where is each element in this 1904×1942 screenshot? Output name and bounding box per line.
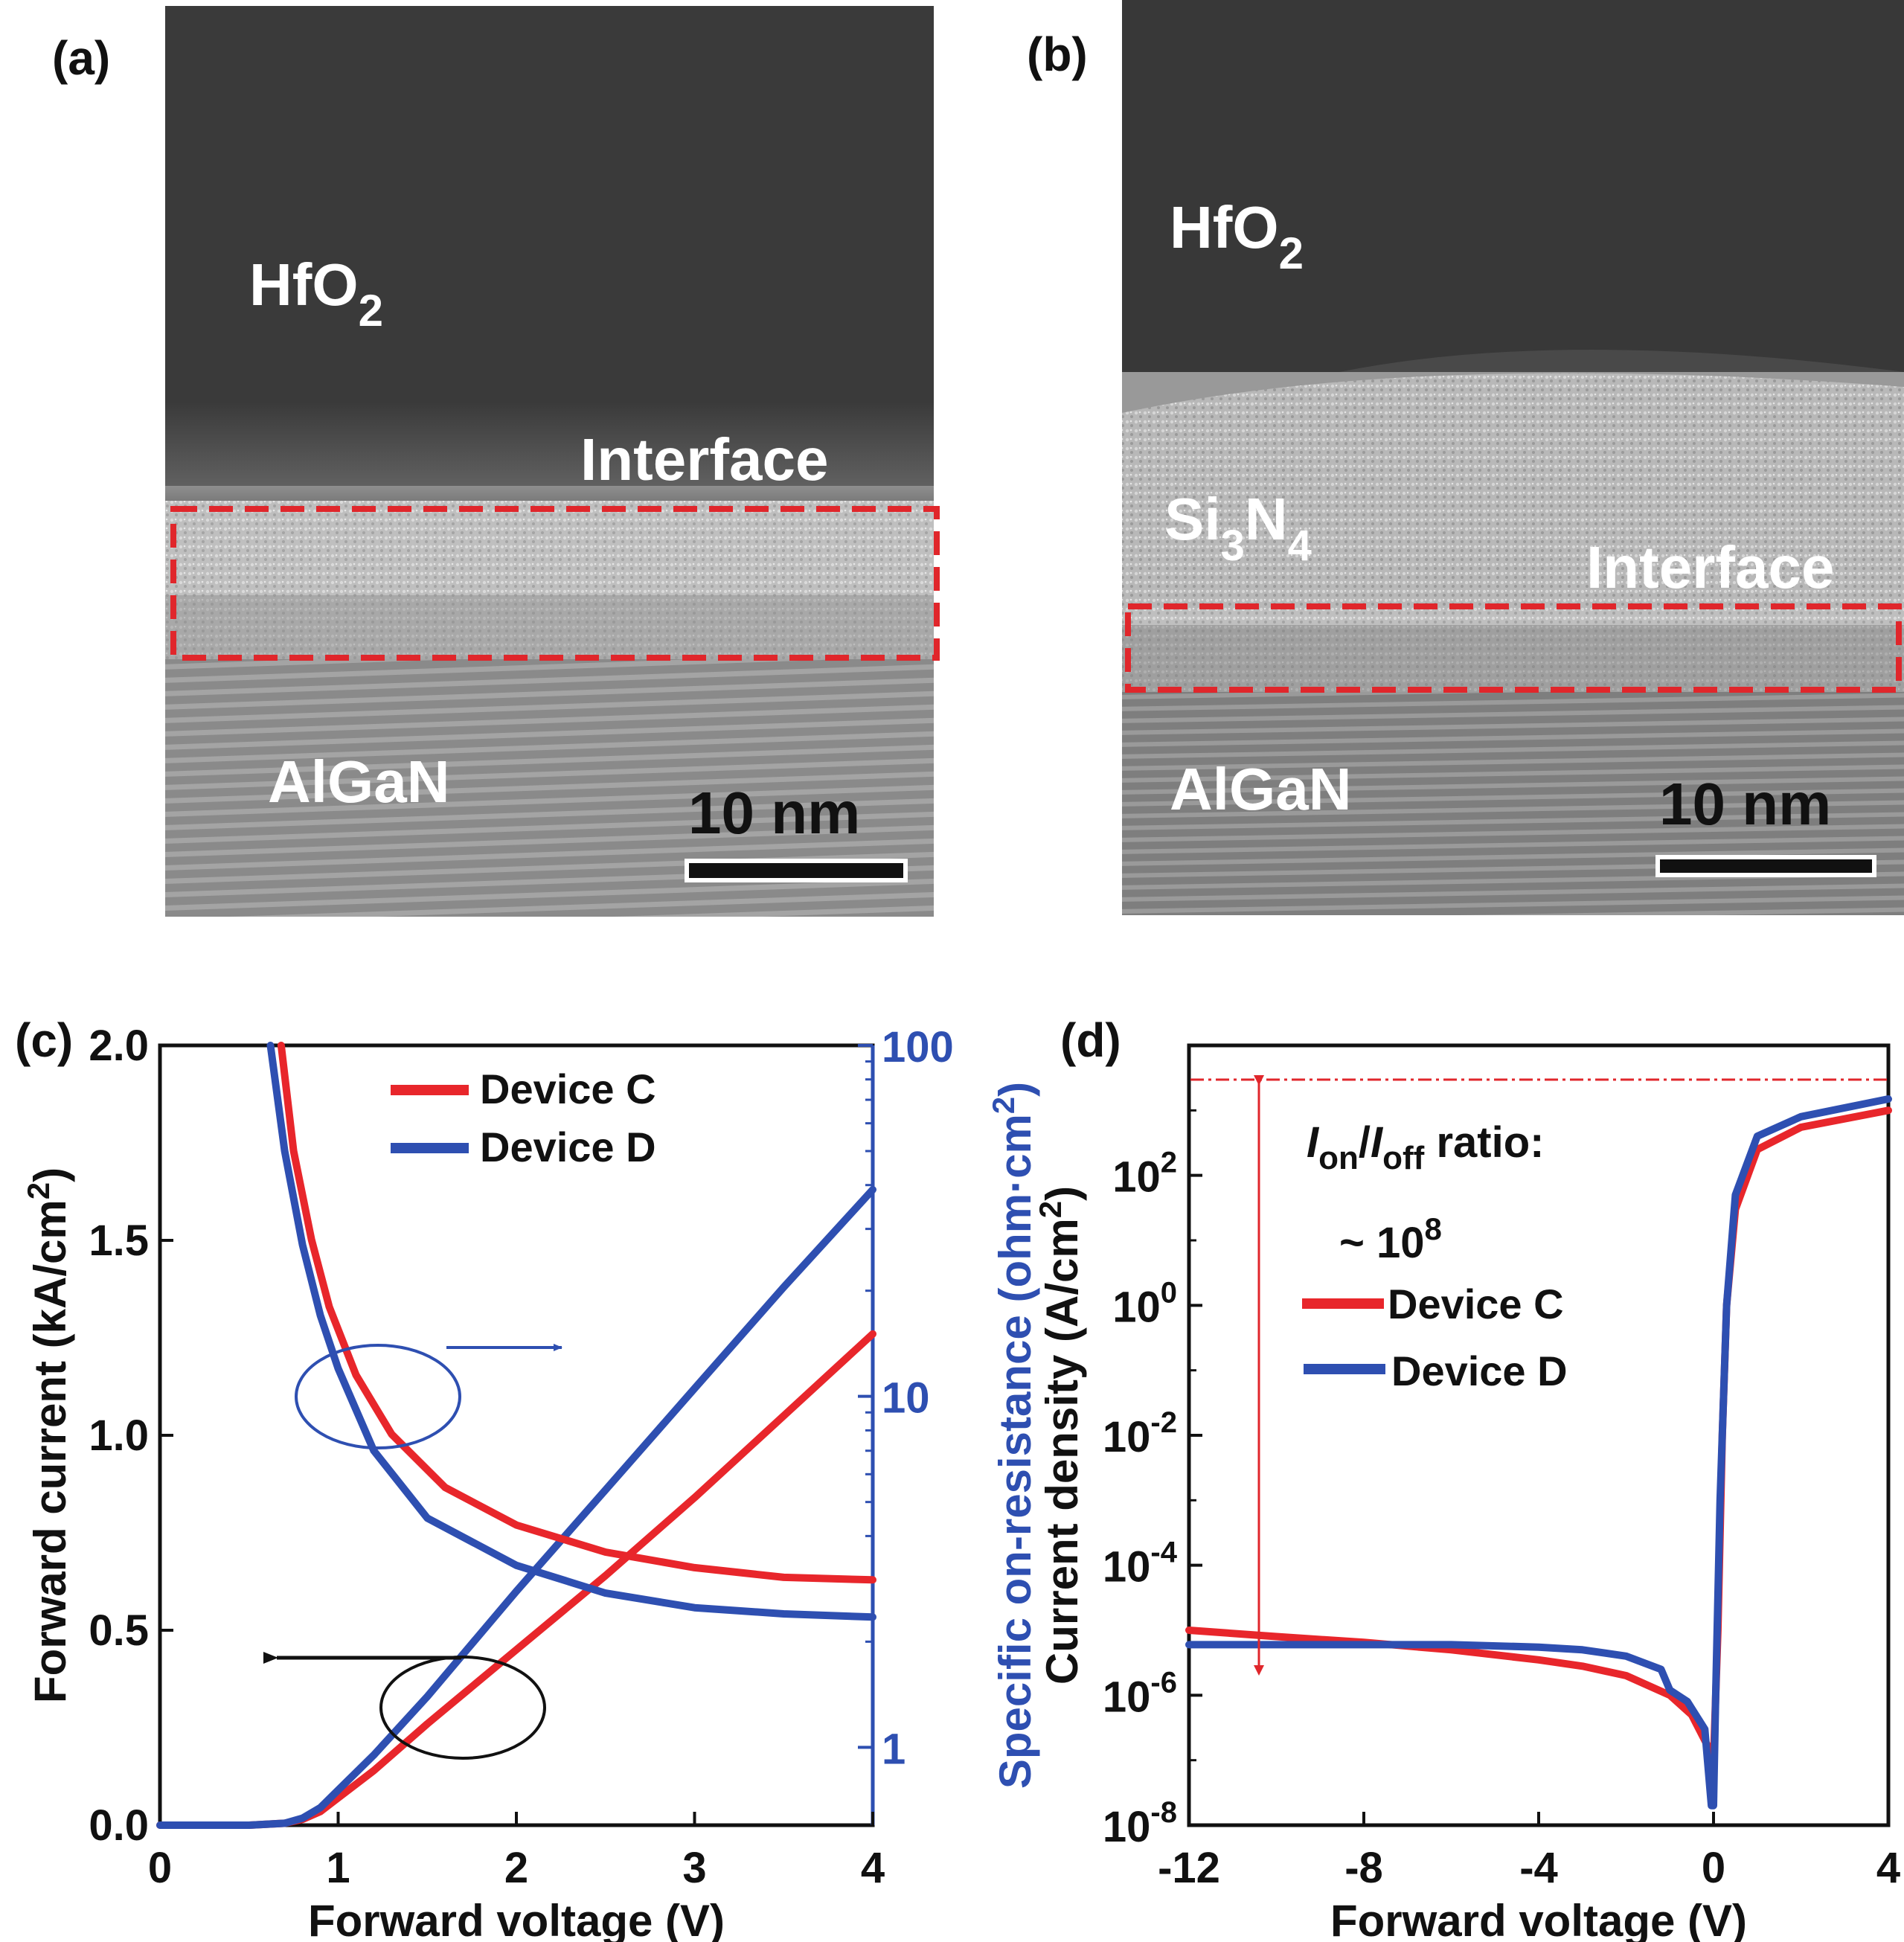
series-lines-c [156, 1042, 876, 1829]
x-tick-label-c: 1 [326, 1844, 350, 1892]
x-axis-title-c: Forward voltage (V) [308, 1896, 725, 1942]
layer-label-si3n4-b: Si3N4 [1164, 486, 1312, 570]
y2-tick-label-c: 10 [882, 1374, 930, 1423]
legend-d: Device C Device D [1302, 1281, 1568, 1394]
y-tick-label-d: 10-8 [1103, 1796, 1177, 1851]
panel-d-label: (d) [1060, 1013, 1121, 1067]
series-line-d-device-c [1185, 1106, 1892, 1764]
panel-c: (c) 0 1 2 3 4 0.0 0.5 1.0 1.5 2.0 1 10 100 Device … [15, 1013, 1040, 1942]
interface-box-a [170, 506, 940, 661]
scale-bar-b [1655, 855, 1876, 877]
series-line-c-device-d-right [266, 1042, 876, 1621]
layer-label-interface-b: Interface [1586, 534, 1834, 600]
panel-b: (b) HfO2 Si3N4 Interface AlGaN 10 nm [1027, 0, 1904, 915]
layer-label-hfo2-b: HfO2 [1170, 194, 1304, 278]
y2-tick-label-c: 100 [882, 1023, 954, 1071]
x-ticks-c: 0 1 2 3 4 [148, 1812, 885, 1892]
y2-axis-title-c: Specific on-resistance (ohm·cm2) [986, 1082, 1040, 1789]
scale-bar-a [685, 859, 908, 882]
x-tick-label-d: 0 [1702, 1844, 1725, 1892]
x-tick-label-d: -8 [1344, 1844, 1383, 1892]
ellipse-right-axis-marker [295, 1344, 461, 1449]
layer-label-hfo2-a: HfO2 [249, 251, 383, 336]
series-line-c-device-c-left [156, 1330, 876, 1829]
tem-image-b [1122, 0, 1904, 915]
tem-image-a [165, 6, 934, 917]
legend-text-c-device-d: Device D [480, 1124, 656, 1170]
layer-label-algan-a: AlGaN [268, 749, 450, 815]
series-line-d-device-d [1185, 1095, 1892, 1810]
annotation-ratio: Ion/Ioff ratio: [1307, 1118, 1544, 1176]
layer-label-algan-b: AlGaN [1170, 756, 1352, 822]
legend-c: Device C Device D [391, 1065, 656, 1170]
x-tick-label-d: 4 [1876, 1844, 1900, 1892]
x-tick-label-d: -4 [1519, 1844, 1558, 1892]
panel-a: (a) HfO2 Interface AlGaN 10 nm [52, 6, 940, 917]
annotation-ratio-value: ~ 108 [1339, 1211, 1442, 1267]
y2-ticks-c: 1 10 100 [858, 1023, 954, 1773]
panel-d: (d) -12 -8 -4 0 4 10-8 10-6 10-4 10-2 100 102 Ion… [1033, 1013, 1900, 1942]
ellipse-left-axis-marker [379, 1656, 546, 1760]
y-axis-title-c: Forward current (kA/cm2) [21, 1167, 75, 1703]
interface-box-b [1125, 603, 1902, 693]
y-tick-label-d: 100 [1112, 1276, 1177, 1331]
y-axis-title-d: Current density (A/cm2) [1033, 1186, 1087, 1685]
y-tick-label-c: 2.0 [89, 1022, 149, 1070]
scale-bar-label-b: 10 nm [1659, 771, 1831, 837]
x-ticks-d: -12 -8 -4 0 4 [1158, 1812, 1900, 1892]
y-tick-label-d: 102 [1112, 1147, 1177, 1202]
series-line-c-device-d-left [156, 1185, 876, 1829]
x-tick-label-d: -12 [1158, 1844, 1220, 1892]
legend-text-d-device-c: Device C [1388, 1281, 1564, 1327]
series-line-c-device-c-right [277, 1042, 876, 1584]
panel-a-label: (a) [52, 31, 110, 85]
legend-text-c-device-c: Device C [480, 1065, 656, 1112]
x-tick-label-c: 3 [682, 1844, 706, 1892]
x-tick-label-c: 2 [504, 1844, 528, 1892]
y-tick-label-d: 10-6 [1103, 1666, 1177, 1721]
x-tick-label-c: 4 [861, 1844, 885, 1892]
legend-text-d-device-d: Device D [1391, 1347, 1568, 1394]
y2-tick-label-c: 1 [882, 1725, 905, 1773]
y-tick-label-d: 10-2 [1103, 1406, 1177, 1461]
y-ticks-c: 0.0 0.5 1.0 1.5 2.0 [89, 1022, 173, 1850]
y-tick-label-d: 10-4 [1103, 1536, 1178, 1592]
x-tick-label-c: 0 [148, 1844, 172, 1892]
y-tick-label-c: 0.5 [89, 1606, 149, 1655]
y-tick-label-c: 0.0 [89, 1801, 149, 1850]
y-tick-label-c: 1.5 [89, 1217, 149, 1265]
x-axis-title-d: Forward voltage (V) [1330, 1896, 1747, 1942]
layer-label-interface-a: Interface [580, 426, 828, 493]
series-lines-d [1185, 1095, 1892, 1810]
panel-c-label: (c) [15, 1013, 73, 1067]
y-tick-label-c: 1.0 [89, 1411, 149, 1460]
scale-bar-label-a: 10 nm [688, 780, 860, 846]
panel-b-label: (b) [1027, 28, 1088, 81]
y-ticks-d: 10-8 10-6 10-4 10-2 100 102 [1103, 1109, 1202, 1851]
